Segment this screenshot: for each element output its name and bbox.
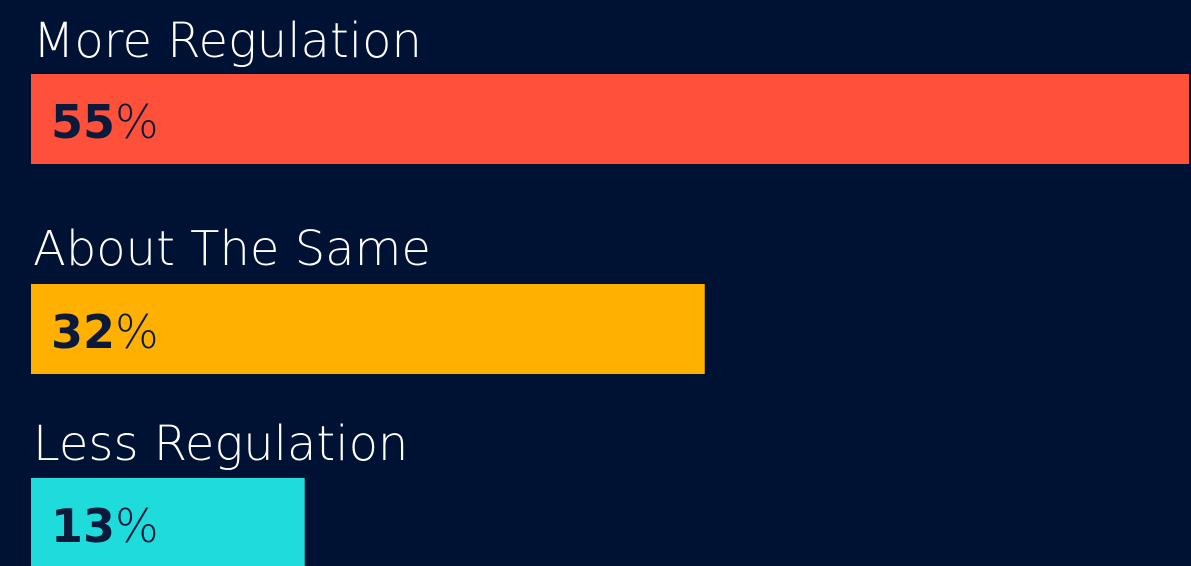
category-label: About The Same (33, 221, 431, 277)
bar (31, 284, 705, 374)
value-label: 55% (51, 95, 159, 149)
bar (31, 74, 1189, 164)
value-label: 32% (51, 305, 159, 359)
value-label: 13% (51, 499, 159, 553)
bar (31, 478, 305, 566)
category-label: Less Regulation (33, 416, 408, 472)
category-label: More Regulation (33, 13, 422, 69)
